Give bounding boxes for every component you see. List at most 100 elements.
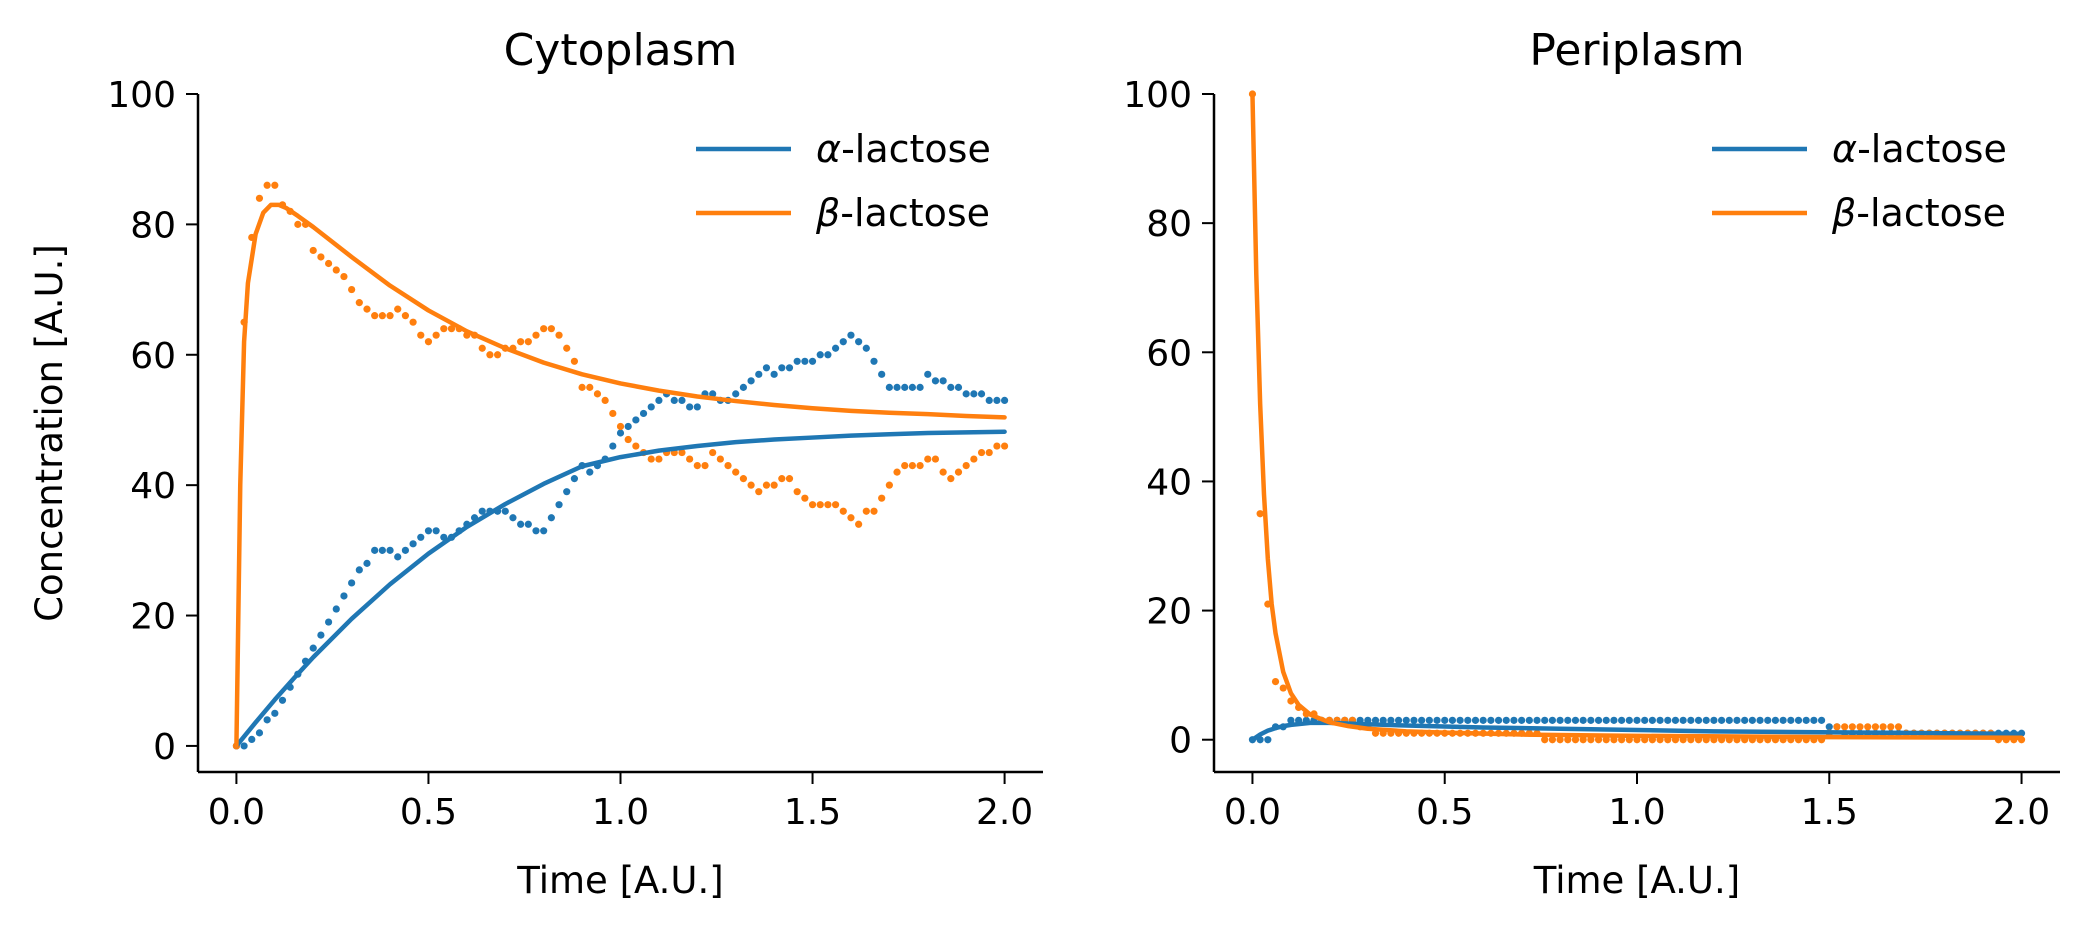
- data-point: [1587, 736, 1595, 744]
- data-point: [885, 481, 893, 489]
- data-point: [1371, 716, 1380, 724]
- data-point: [547, 514, 555, 522]
- data-point: [255, 729, 264, 737]
- data-point: [1587, 716, 1595, 724]
- data-point: [616, 422, 625, 431]
- data-point: [916, 461, 924, 470]
- data-point: [1894, 723, 1903, 731]
- data-point: [378, 546, 386, 554]
- data-point: [885, 383, 893, 391]
- data-point: [808, 501, 817, 509]
- data-point: [1548, 736, 1556, 744]
- data-point: [1418, 716, 1426, 724]
- data-point: [816, 351, 824, 359]
- x-tick-label: 0.0: [1224, 792, 1281, 833]
- data-point: [747, 481, 755, 489]
- y-tick-label: 0: [1169, 721, 1192, 762]
- data-point: [808, 357, 817, 365]
- y-tick-label: 0: [153, 727, 176, 768]
- data-point: [647, 403, 655, 411]
- data-point: [770, 481, 778, 489]
- legend-label: α-lactose: [1832, 127, 2007, 171]
- data-point: [655, 455, 663, 463]
- data-point: [1725, 716, 1733, 724]
- data-point: [1864, 723, 1872, 731]
- data-point: [616, 429, 625, 437]
- legend-label: β-lactose: [1831, 191, 2006, 235]
- data-point: [1702, 716, 1710, 724]
- data-point: [586, 468, 594, 476]
- legend-rest: -lactose: [1857, 127, 2007, 171]
- data-point: [924, 455, 932, 463]
- data-point: [493, 351, 502, 359]
- data-point: [271, 709, 279, 717]
- legend-greek: β: [1831, 191, 1856, 235]
- data-point: [1602, 716, 1610, 724]
- data-point: [447, 325, 456, 333]
- data-point: [908, 383, 917, 391]
- data-point: [263, 181, 271, 189]
- data-point: [824, 351, 832, 359]
- data-point: [555, 331, 563, 339]
- data-point: [1656, 716, 1664, 724]
- data-point: [970, 455, 978, 463]
- data-point: [1756, 716, 1764, 724]
- x-tick-label: 0.5: [1416, 792, 1473, 833]
- data-point: [1648, 716, 1656, 724]
- data-point: [1571, 716, 1580, 724]
- data-point: [632, 416, 640, 424]
- data-point: [524, 520, 532, 528]
- data-point: [770, 370, 778, 378]
- data-point: [1610, 736, 1618, 744]
- data-point: [709, 390, 717, 398]
- data-point: [1633, 716, 1641, 724]
- series-line: [1250, 91, 2024, 741]
- data-point: [624, 435, 632, 444]
- data-point: [977, 448, 986, 457]
- data-point: [501, 507, 509, 515]
- data-point: [1464, 716, 1472, 724]
- legend-greek: β: [815, 191, 840, 235]
- x-tick-label: 1.0: [1608, 792, 1665, 833]
- data-point: [924, 370, 932, 378]
- data-point: [1402, 716, 1410, 724]
- data-point: [317, 631, 325, 639]
- series-line-path: [1250, 720, 2024, 742]
- data-point: [778, 475, 786, 483]
- data-point: [954, 468, 963, 476]
- data-point: [1748, 716, 1756, 724]
- data-point: [824, 501, 832, 509]
- data-point: [908, 461, 917, 470]
- y-tick-label: 20: [130, 597, 176, 638]
- data-point: [1379, 716, 1387, 724]
- data-point: [440, 325, 448, 333]
- data-point: [363, 305, 371, 313]
- data-point: [755, 370, 763, 378]
- data-point: [1541, 736, 1549, 744]
- data-point: [1387, 716, 1395, 724]
- data-point: [1502, 716, 1510, 724]
- data-point: [939, 377, 947, 385]
- data-point: [893, 383, 901, 391]
- data-point: [785, 475, 794, 483]
- data-point: [570, 475, 579, 483]
- data-point: [1687, 716, 1695, 724]
- data-point: [417, 331, 425, 339]
- data-point: [732, 468, 740, 476]
- data-point: [785, 364, 794, 372]
- data-point: [755, 488, 763, 496]
- data-point: [570, 357, 579, 365]
- data-point: [517, 338, 525, 346]
- series-line: [234, 202, 1007, 749]
- data-point: [324, 618, 333, 626]
- data-point: [1494, 716, 1503, 724]
- data-point: [1541, 716, 1549, 724]
- series-line-path: [1250, 91, 2024, 741]
- data-point: [893, 468, 901, 476]
- data-point: [839, 507, 847, 515]
- data-point: [1256, 510, 1264, 518]
- data-point: [240, 742, 248, 750]
- data-point: [1833, 723, 1841, 731]
- data-point: [793, 357, 801, 365]
